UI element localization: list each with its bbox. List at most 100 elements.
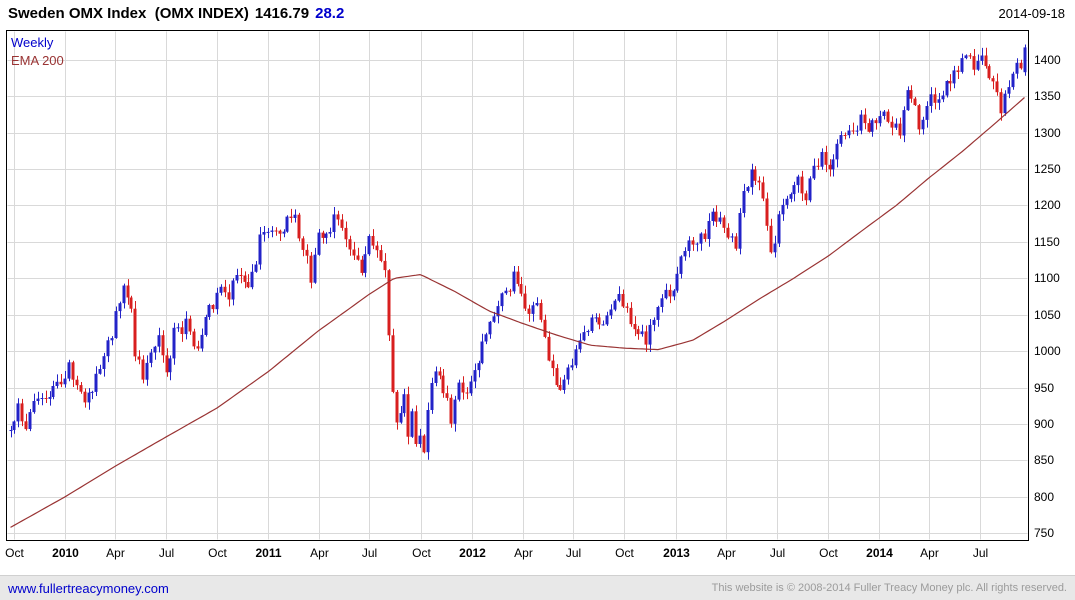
x-axis-label: 2010 [52,546,79,560]
candle-body [79,385,83,392]
candle-body [707,221,711,239]
candle-body [9,430,13,431]
y-axis-label: 950 [1034,381,1054,395]
candle-body [293,214,297,218]
candle-body [395,391,399,423]
legend-ema-200-label: EMA 200 [11,53,64,68]
candle-body [902,110,906,136]
y-axis-label: 1000 [1034,344,1061,358]
candle-body [948,81,952,84]
candle-body [792,185,796,195]
candle-body [590,317,594,331]
candle-body [582,332,586,341]
candle-body [204,317,208,335]
candle-body [324,233,328,238]
candle-body [12,421,16,430]
plot-border [6,30,1029,541]
candle-body [161,335,165,356]
candle-body [555,368,559,386]
candle-body [477,363,481,371]
candle-body [55,381,59,386]
candle-body [925,106,929,120]
candle-body [578,340,582,350]
candle-body [796,176,800,186]
candle-body [987,66,991,79]
candle-body [168,358,172,373]
candle-body [527,308,531,314]
candle-body [110,338,114,341]
candle-body [289,216,293,218]
candle-body [804,193,808,201]
candle-body [114,311,118,338]
candle-body [227,292,231,300]
candle-body [609,309,613,316]
candle-body [180,327,184,334]
candle-body [336,214,340,220]
candle-body [711,211,715,221]
candle-body [285,216,289,232]
candle-body [995,81,999,93]
candle-body [371,236,375,246]
candle-body [1007,87,1011,94]
candle-body [126,285,130,298]
ema-200-overlay [10,97,1025,528]
candle-body [906,90,910,111]
candle-body [184,318,188,335]
candle-body [188,318,192,332]
candle-body [375,245,379,251]
candle-body [75,379,79,386]
copyright-text: This website is © 2008-2014 Fuller Treac… [711,582,1067,594]
candle-body [145,362,149,380]
candle-body [449,397,453,424]
candle-body [118,303,122,312]
candle-body [469,381,473,394]
y-axis-label: 1100 [1034,271,1060,285]
candle-body [691,240,695,245]
candle-body [90,391,94,393]
candle-body [414,411,418,444]
candle-body [539,303,543,320]
candle-body [133,308,137,357]
candle-body [808,178,812,201]
candle-body [917,105,921,130]
candle-body [484,334,488,342]
candle-body [106,340,110,357]
candle-body [773,243,777,253]
candle-body [894,123,898,128]
candle-body [28,412,32,429]
candle-body [461,382,465,393]
candle-body [566,367,570,380]
candle-body [699,233,703,244]
candle-body [851,130,855,132]
candle-body [835,143,839,160]
candle-body [746,187,750,191]
candle-body [348,239,352,250]
candle-body [633,324,637,330]
site-link[interactable]: www.fullertreacymoney.com [8,580,169,596]
candle-body [141,359,145,380]
candle-body [44,398,48,399]
candle-body [297,214,301,239]
candle-body [360,259,364,273]
candle-body [102,356,106,369]
candle-body [886,111,890,122]
candle-body [219,286,223,293]
candle-body [207,305,211,317]
candle-body [430,383,434,410]
candle-body [714,211,718,222]
legend-weekly-label: Weekly [11,35,54,50]
candle-body [321,232,325,238]
candle-body [94,373,98,392]
candle-body [211,305,215,310]
candle-body [406,394,410,437]
candle-body [621,294,625,307]
candle-body [379,250,383,261]
axis-labels: 750 800 850 900 950 1000 1050 1100 1150 1200 1250 1… [5,53,1061,560]
candle-body [656,307,660,320]
x-axis-label: Jul [973,546,988,560]
candle-body [605,315,609,325]
candle-body [51,386,55,397]
candle-body [812,165,816,179]
candle-body [629,307,633,325]
candle-body [235,275,239,281]
